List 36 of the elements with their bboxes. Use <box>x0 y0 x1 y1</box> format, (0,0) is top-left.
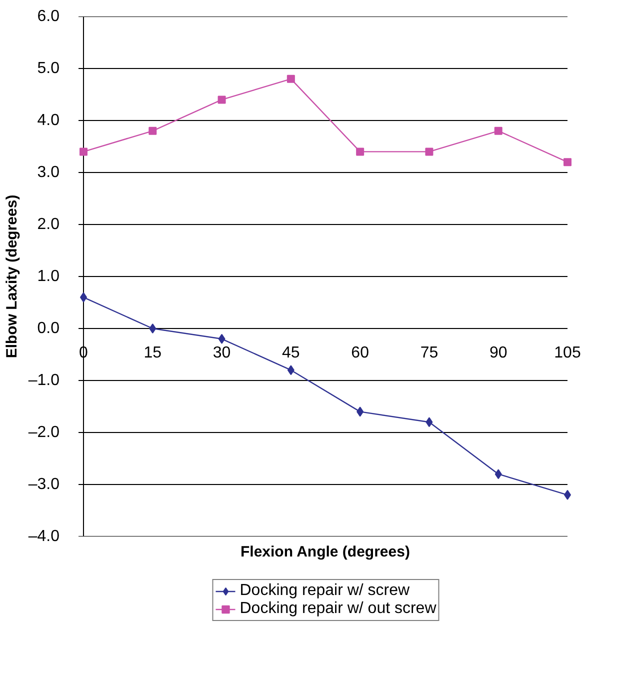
point <box>356 406 364 417</box>
point <box>494 126 502 135</box>
y-tick-label: 0.0 <box>37 320 60 337</box>
y-tick-label: –1.0 <box>28 372 60 389</box>
y-tick-label: 1.0 <box>37 268 60 285</box>
y-tick-label: 4.0 <box>37 112 60 129</box>
point <box>564 158 572 166</box>
point <box>356 148 364 156</box>
x-axis-title: Flexion Angle (degrees) <box>240 544 410 560</box>
point <box>80 148 88 156</box>
y-tick-label: 5.0 <box>37 60 60 77</box>
x-tick-label: 105 <box>554 344 581 362</box>
y-tick-label: –4.0 <box>28 528 60 545</box>
y-tick-label: –3.0 <box>28 476 60 493</box>
y-tick-label: 6.0 <box>37 8 60 25</box>
point <box>494 469 502 480</box>
legend-label: Docking repair w/ out screw <box>240 600 436 618</box>
point <box>148 126 157 135</box>
x-tick-label: 75 <box>420 344 438 362</box>
point <box>218 334 226 344</box>
x-tick-label: 45 <box>282 344 300 362</box>
x-tick-label: 15 <box>144 344 162 362</box>
point <box>425 148 434 156</box>
point <box>286 74 295 83</box>
point <box>426 417 433 428</box>
x-tick-label: 30 <box>212 344 231 362</box>
y-tick-label: 2.0 <box>37 216 60 233</box>
point <box>149 324 156 334</box>
point <box>287 365 294 376</box>
y-axis-title: Elbow Laxity (degrees) <box>3 194 20 358</box>
y-tick-label: 3.0 <box>37 164 60 181</box>
y-tick-label: –2.0 <box>28 424 60 441</box>
point <box>218 96 226 104</box>
legend-label: Docking repair w/ screw <box>240 582 410 600</box>
x-tick-label: 60 <box>351 344 370 362</box>
x-tick-label: 90 <box>489 344 508 362</box>
